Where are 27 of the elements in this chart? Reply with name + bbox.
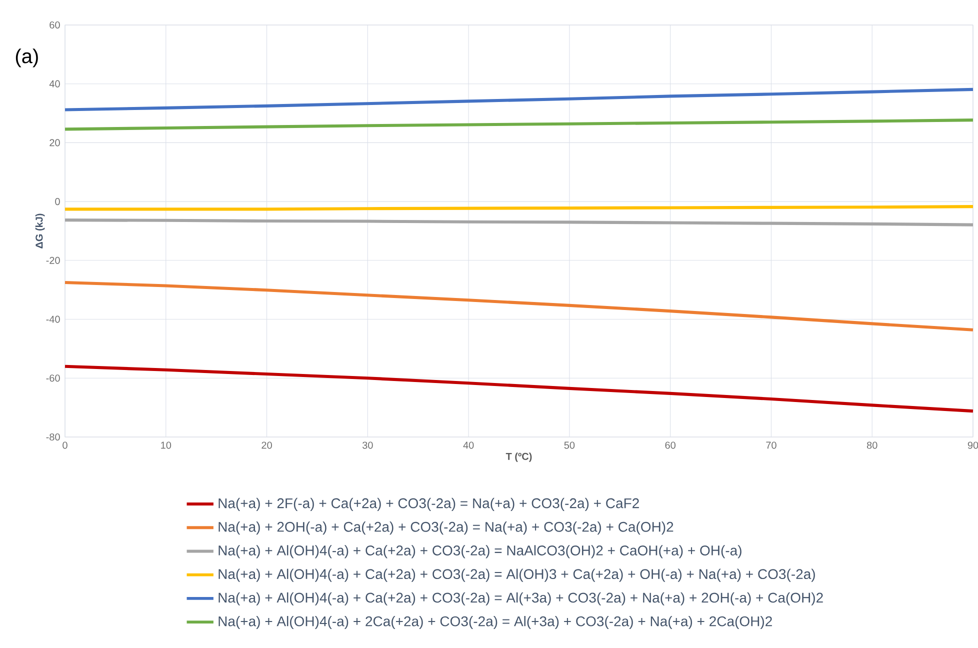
legend-label: Na(+a) + 2OH(-a) + Ca(+2a) + CO3(-2a) = Na(+a) + CO3(-2a) + Ca(OH)2 [218, 522, 674, 535]
text: (a) [16, 48, 38, 68]
y-axis-title: ΔG (kJ) [35, 214, 45, 248]
x-tick-label: 60 [665, 442, 676, 449]
y-tick-label: -80 [46, 433, 60, 441]
legend-label: Na(+a) + Al(OH)4(-a) + 2Ca(+2a) + CO3(-2a) = Al(+3a) + CO3(-2a) + Na(+a) + 2Ca(OH)2 [218, 616, 772, 630]
y-tick-label: 40 [49, 80, 60, 88]
x-tick-label: 0 [62, 442, 68, 449]
y-tick-label: 0 [55, 198, 60, 206]
y-tick-label: -60 [46, 374, 60, 382]
x-axis-title: T (ºC) [506, 452, 532, 462]
legend-label: Na(+a) + Al(OH)4(-a) + Ca(+2a) + CO3(-2a) = Al(+3a) + CO3(-2a) + Na(+a) + 2OH(-a) + Ca(OH)2 [218, 592, 823, 606]
x-tick-label: 20 [262, 442, 272, 449]
legend-label: Na(+a) + Al(OH)4(-a) + Ca(+2a) + CO3(-2a) = Al(OH)3 + Ca(+2a) + OH(-a) + Na(+a) + CO3(-2a) [218, 568, 815, 582]
x-tick-label: 50 [564, 442, 575, 449]
legend-label: Na(+a) + 2F(-a) + Ca(+2a) + CO3(-2a) = Na(+a) + CO3(-2a) + CaF2 [218, 498, 639, 511]
x-tick-label: 70 [766, 442, 776, 449]
y-tick-label: -40 [46, 316, 60, 323]
y-tick-label: 60 [50, 21, 60, 29]
legend-label: Na(+a) + Al(OH)4(-a) + Ca(+2a) + CO3(-2a) = NaAlCO3(OH)2 + CaOH(+a) + OH(-a) [218, 545, 742, 558]
y-tick-label: 20 [50, 139, 60, 146]
x-tick-label: 90 [968, 442, 978, 449]
x-tick-label: 30 [362, 442, 373, 449]
x-tick-label: 10 [161, 442, 172, 449]
x-tick-label: 40 [463, 442, 474, 449]
x-tick-label: 80 [866, 442, 878, 449]
y-tick-label: -20 [46, 256, 60, 264]
